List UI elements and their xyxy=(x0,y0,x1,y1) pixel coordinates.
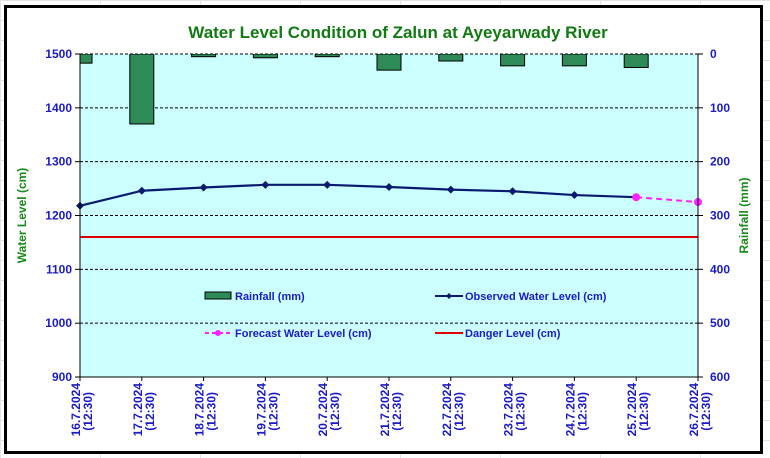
y-left-tick-label: 1000 xyxy=(45,316,72,330)
water-level-chart: Water Level Condition of Zalun at Ayeyar… xyxy=(15,23,751,436)
rainfall-bar xyxy=(376,54,402,71)
legend-label: Forecast Water Level (cm) xyxy=(235,328,372,340)
forecast-water-level-line xyxy=(636,196,699,204)
x-tick-label-date: 23.7.2024 xyxy=(502,383,516,437)
legend-marker xyxy=(215,330,221,336)
y-left-tick-label: 1300 xyxy=(45,155,72,169)
chart-title: Water Level Condition of Zalun at Ayeyar… xyxy=(188,23,608,42)
x-tick-label-date: 19.7.2024 xyxy=(254,383,268,437)
y-left-tick-label: 1200 xyxy=(45,209,72,223)
rainfall-bar xyxy=(438,54,464,62)
x-tick-label-time: (12:30) xyxy=(452,392,466,431)
x-tick-label: 26.7.2024(12:30) xyxy=(687,383,713,437)
x-tick-label-time: (12:30) xyxy=(143,392,157,431)
legend-item: Danger Level (cm) xyxy=(435,328,561,340)
observed-point xyxy=(261,180,270,189)
x-tick-label-time: (12:30) xyxy=(699,392,713,431)
x-tick-label: 21.7.2024(12:30) xyxy=(378,383,404,437)
x-tick-label-date: 20.7.2024 xyxy=(316,383,330,437)
legend-label: Observed Water Level (cm) xyxy=(465,291,607,303)
x-tick-label-date: 24.7.2024 xyxy=(563,383,577,437)
rainfall-bar xyxy=(80,54,93,64)
lines xyxy=(76,180,702,239)
y-right-tick-label: 200 xyxy=(710,155,730,169)
x-tick-label: 18.7.2024(12:30) xyxy=(193,383,219,437)
x-tick-label-date: 17.7.2024 xyxy=(131,383,145,437)
y-left-tick-label: 1400 xyxy=(45,101,72,115)
observed-point xyxy=(446,185,455,194)
axes: 900 1000 1100 1200 1300 1400 1500 0 100 200 300 400… xyxy=(45,47,730,436)
legend: Rainfall (mm) Observed Water Level (cm) Fo… xyxy=(204,291,607,340)
x-tick-label-date: 26.7.2024 xyxy=(687,383,701,437)
x-tick-label-time: (12:30) xyxy=(575,392,589,431)
rainfall-bar xyxy=(561,54,587,67)
observed-point xyxy=(137,186,146,195)
observed-water-level-line xyxy=(79,183,637,207)
x-tick-label: 16.7.2024(12:30) xyxy=(69,383,95,437)
y-right-tick-label: 0 xyxy=(710,47,717,61)
y-right-tick-label: 600 xyxy=(710,370,730,384)
x-tick-label: 24.7.2024(12:30) xyxy=(563,383,589,437)
y-axis-left-title: Water Level (cm) xyxy=(15,168,29,264)
x-tick-label-date: 18.7.2024 xyxy=(193,383,207,437)
y-right-tick-label: 100 xyxy=(710,101,730,115)
y-right-tick-label: 300 xyxy=(710,209,730,223)
rainfall-bar xyxy=(623,54,649,68)
rainfall-bars xyxy=(80,54,649,125)
gridlines xyxy=(80,53,698,324)
x-tick-label: 20.7.2024(12:30) xyxy=(316,383,342,437)
forecast-point xyxy=(632,193,641,202)
x-tick-label-time: (12:30) xyxy=(81,392,95,431)
legend-swatch-rainfall xyxy=(204,291,232,300)
observed-point xyxy=(323,180,332,189)
legend-item: Observed Water Level (cm) xyxy=(435,291,607,303)
rainfall-bar xyxy=(252,54,278,59)
legend-item: Forecast Water Level (cm) xyxy=(205,328,372,340)
legend-label: Rainfall (mm) xyxy=(235,291,305,303)
rainfall-bar xyxy=(129,54,155,125)
x-tick-label-time: (12:30) xyxy=(205,392,219,431)
observed-point xyxy=(570,191,579,200)
rainfall-bar xyxy=(191,54,217,58)
legend-label: Danger Level (cm) xyxy=(465,328,561,340)
x-tick-label-time: (12:30) xyxy=(328,392,342,431)
observed-point xyxy=(199,183,208,192)
legend-item: Rainfall (mm) xyxy=(204,291,305,303)
x-tick-label-date: 16.7.2024 xyxy=(69,383,83,437)
y-right-tick-label: 500 xyxy=(710,316,730,330)
y-left-tick-label: 1100 xyxy=(46,262,72,276)
x-tick-label-time: (12:30) xyxy=(266,392,280,431)
x-tick-label-date: 25.7.2024 xyxy=(625,383,639,437)
x-tick-label-date: 21.7.2024 xyxy=(378,383,392,437)
legend-marker xyxy=(446,293,452,299)
x-tick-label: 22.7.2024(12:30) xyxy=(440,383,466,437)
x-tick-label-date: 22.7.2024 xyxy=(440,383,454,437)
x-tick-label: 23.7.2024(12:30) xyxy=(502,383,528,437)
observed-point xyxy=(385,182,393,191)
x-tick-label: 17.7.2024(12:30) xyxy=(131,383,157,437)
rainfall-bar xyxy=(314,54,340,58)
x-tick-label-time: (12:30) xyxy=(390,392,404,431)
x-tick-label: 19.7.2024(12:30) xyxy=(254,383,280,437)
x-tick-label-time: (12:30) xyxy=(514,392,528,431)
chart-container: Water Level Condition of Zalun at Ayeyar… xyxy=(4,5,763,454)
x-tick-label: 25.7.2024(12:30) xyxy=(625,383,651,437)
y-right-tick-label: 400 xyxy=(710,262,730,276)
y-left-tick-label: 1500 xyxy=(45,47,72,61)
x-tick-label-time: (12:30) xyxy=(637,392,651,431)
rainfall-bar xyxy=(500,54,526,67)
y-axis-right-title: Rainfall (mm) xyxy=(737,177,751,253)
observed-point xyxy=(508,187,517,196)
y-left-tick-label: 900 xyxy=(52,370,72,384)
